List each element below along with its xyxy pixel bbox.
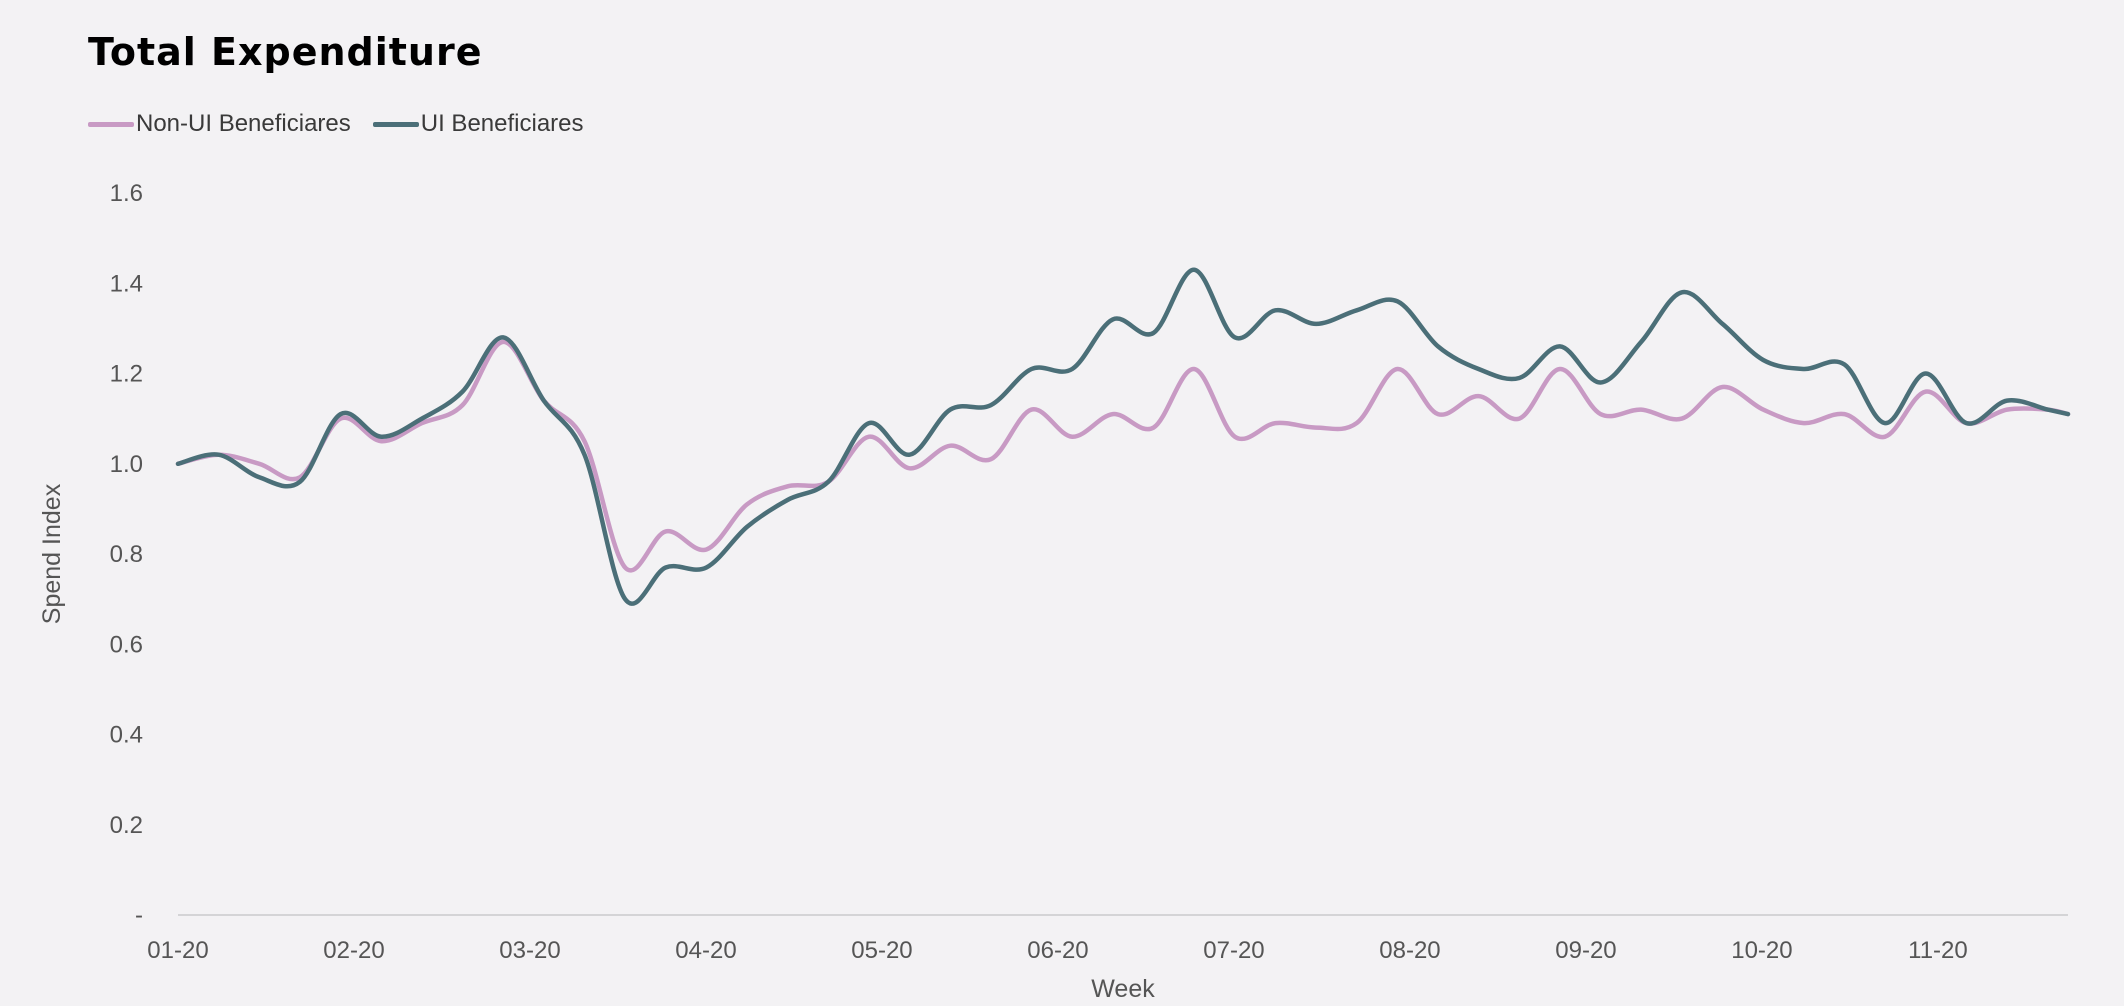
chart-title: Total Expenditure (88, 30, 483, 74)
legend-label-non-ui: Non-UI Beneficiares (136, 110, 351, 137)
x-tick-label: 04-20 (675, 937, 736, 964)
y-tick-label: 0.4 (110, 722, 143, 749)
x-tick-label: 01-20 (147, 937, 208, 964)
y-axis-title: Spend Index (38, 483, 66, 624)
x-tick-label: 03-20 (499, 937, 560, 964)
series-line-non-ui-beneficiaries (175, 339, 2071, 573)
x-tick-label: 08-20 (1379, 937, 1440, 964)
y-tick-label: 1.2 (110, 361, 143, 388)
legend-item-ui[interactable]: UI Beneficiares (372, 110, 584, 138)
y-tick-label: - (135, 902, 143, 929)
x-tick-label: 02-20 (323, 937, 384, 964)
y-tick-label: 0.8 (110, 541, 143, 568)
legend-swatch-non-ui (88, 121, 134, 127)
legend-label-ui: UI Beneficiares (420, 110, 584, 137)
legend: Non-UI Beneficiares UI Beneficiares (88, 110, 584, 138)
x-tick-label: 07-20 (1203, 937, 1264, 964)
x-tick-label: 05-20 (851, 937, 912, 964)
x-tick-label: 11-20 (1908, 937, 1968, 964)
y-tick-label: 1.4 (110, 270, 143, 297)
legend-swatch-ui (372, 121, 419, 127)
y-tick-label: 0.6 (110, 631, 143, 658)
legend-item-non-ui[interactable]: Non-UI Beneficiares (88, 110, 351, 138)
y-tick-label: 0.2 (110, 812, 143, 839)
y-tick-label: 1.0 (110, 451, 143, 478)
y-tick-label: 1.6 (110, 180, 143, 207)
x-tick-label: 10-20 (1731, 937, 1792, 964)
series-line-ui-beneficiaries (175, 267, 2071, 606)
x-axis-title: Week (1091, 975, 1155, 1003)
x-tick-label: 09-20 (1555, 937, 1616, 964)
x-tick-label: 06-20 (1027, 937, 1088, 964)
